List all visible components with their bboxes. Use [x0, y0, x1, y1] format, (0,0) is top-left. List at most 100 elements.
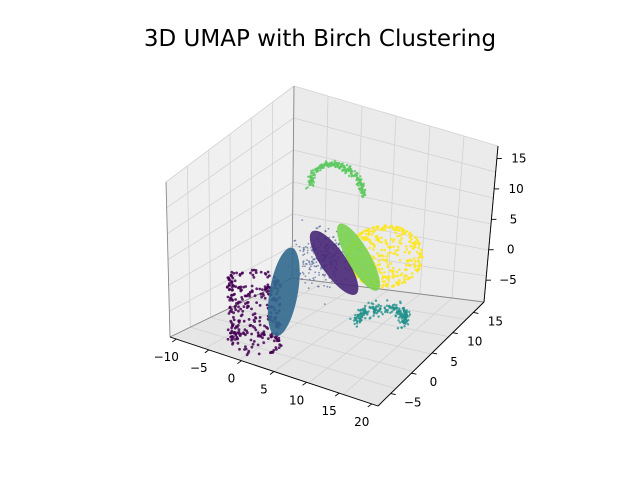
point-cluster-4 [386, 265, 389, 269]
point-cluster-0 [232, 318, 236, 322]
point-cluster-2 [398, 321, 402, 324]
point-cluster-2 [355, 325, 359, 328]
point-cluster-4 [371, 229, 374, 233]
point-cluster-0 [232, 315, 235, 319]
point-cluster-2 [349, 317, 352, 321]
point-cluster-0 [242, 331, 245, 334]
point-cluster-1 [334, 239, 337, 242]
point-cluster-0 [226, 328, 230, 332]
point-cluster-0 [265, 303, 269, 307]
point-cluster-3 [324, 163, 328, 167]
point-cluster-0 [236, 302, 240, 305]
x-tick-mark [367, 403, 373, 408]
point-cluster-4 [381, 283, 385, 287]
point-cluster-3 [314, 169, 317, 172]
point-cluster-4 [373, 244, 376, 247]
point-cluster-3 [355, 171, 359, 175]
y-tick-label: 5 [450, 355, 458, 369]
point-cluster-0 [266, 337, 270, 340]
point-cluster-2 [357, 308, 360, 312]
point-cluster-4 [383, 248, 387, 252]
point-cluster-2 [363, 312, 367, 315]
point-cluster-1 [323, 303, 326, 305]
point-cluster-0 [265, 290, 269, 294]
point-cluster-0 [247, 318, 251, 321]
point-cluster-3 [304, 187, 308, 190]
point-cluster-1 [314, 276, 316, 279]
point-cluster-0 [258, 323, 262, 327]
point-cluster-1 [298, 245, 301, 248]
point-cluster-4 [398, 268, 401, 272]
x-tick-label: −10 [154, 350, 179, 364]
point-cluster-0 [258, 319, 261, 323]
point-cluster-3 [341, 168, 344, 171]
point-cluster-2 [394, 307, 397, 310]
grid-line [291, 277, 485, 303]
point-cluster-2 [381, 313, 384, 316]
point-cluster-0 [241, 309, 245, 313]
point-cluster-1 [303, 246, 305, 249]
point-cluster-1 [309, 268, 312, 271]
point-cluster-4 [385, 254, 389, 258]
point-cluster-0 [264, 272, 268, 276]
point-cluster-0 [251, 313, 255, 317]
point-cluster-4 [384, 283, 388, 286]
point-cluster-1 [312, 262, 315, 265]
point-cluster-4 [380, 236, 383, 240]
point-cluster-4 [367, 233, 371, 237]
point-cluster-2 [358, 321, 361, 324]
y-tick-mark [431, 352, 438, 355]
point-cluster-2 [397, 307, 401, 310]
point-cluster-1 [311, 256, 313, 258]
point-cluster-0 [267, 292, 270, 296]
point-cluster-1 [314, 271, 317, 274]
point-cluster-2 [397, 316, 401, 319]
point-cluster-0 [234, 298, 238, 301]
point-cluster-3 [310, 169, 313, 173]
point-cluster-4 [400, 281, 404, 285]
point-cluster-1 [323, 284, 325, 287]
point-cluster-2 [355, 320, 359, 323]
point-cluster-3 [316, 166, 320, 169]
point-cluster-4 [390, 224, 394, 228]
point-cluster-2 [388, 306, 391, 309]
point-cluster-4 [392, 245, 396, 248]
point-cluster-0 [240, 296, 244, 299]
point-cluster-4 [377, 254, 381, 258]
point-cluster-1 [315, 265, 318, 268]
point-cluster-0 [237, 285, 241, 289]
point-cluster-4 [406, 260, 410, 264]
point-cluster-2 [353, 322, 356, 326]
point-cluster-2 [391, 305, 394, 309]
point-cluster-2 [395, 304, 398, 307]
point-cluster-0 [246, 301, 250, 304]
x-tick-label: 20 [354, 415, 369, 429]
point-cluster-2 [397, 319, 400, 322]
point-cluster-1 [307, 242, 310, 245]
point-cluster-4 [410, 272, 414, 275]
point-cluster-2 [399, 310, 402, 314]
point-cluster-2 [379, 304, 382, 308]
point-cluster-1 [302, 250, 305, 253]
x-tick-label: −5 [190, 361, 208, 375]
point-cluster-3 [311, 171, 314, 174]
point-cluster-0 [232, 331, 236, 335]
point-cluster-3 [338, 167, 341, 170]
point-cluster-1 [312, 258, 315, 261]
point-cluster-0 [226, 337, 230, 341]
point-cluster-4 [375, 225, 379, 228]
point-cluster-0 [229, 335, 233, 339]
x-tick-label: 10 [289, 393, 304, 407]
point-cluster-4 [411, 247, 415, 250]
point-cluster-2 [366, 313, 369, 316]
point-cluster-4 [366, 229, 370, 233]
point-cluster-4 [398, 258, 402, 262]
point-cluster-3 [325, 162, 328, 165]
point-cluster-4 [415, 238, 419, 241]
point-cluster-0 [234, 304, 238, 308]
point-cluster-2 [383, 306, 386, 309]
grid-line [451, 135, 465, 299]
y-tick-mark [473, 311, 479, 314]
point-cluster-4 [414, 259, 417, 263]
